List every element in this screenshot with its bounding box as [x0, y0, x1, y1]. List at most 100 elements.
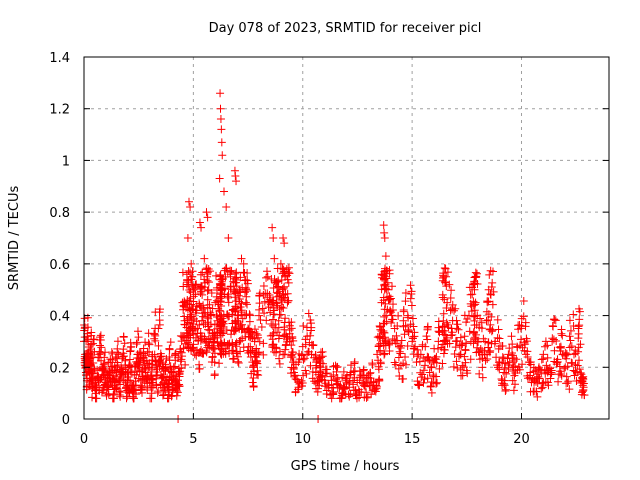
data-point — [442, 336, 451, 345]
data-point — [355, 373, 364, 382]
data-point — [220, 284, 229, 293]
data-point — [96, 336, 105, 345]
data-point — [280, 282, 289, 291]
data-point — [471, 330, 480, 339]
data-point — [195, 360, 204, 369]
data-point — [119, 333, 128, 342]
data-point — [171, 349, 180, 358]
data-point — [574, 329, 583, 338]
data-point — [562, 372, 571, 381]
data-point — [147, 394, 156, 403]
data-point — [380, 328, 389, 337]
data-point — [435, 328, 444, 337]
data-point — [273, 282, 282, 291]
data-point — [494, 325, 503, 334]
data-point — [550, 315, 559, 324]
data-point — [175, 382, 184, 391]
data-point — [203, 286, 212, 295]
data-point — [288, 348, 297, 357]
data-point — [332, 367, 341, 376]
data-point — [567, 358, 576, 367]
data-point — [172, 376, 181, 385]
data-point — [283, 275, 292, 284]
data-point — [269, 310, 278, 319]
data-point — [575, 304, 584, 313]
data-point — [199, 304, 208, 313]
data-point — [407, 287, 416, 296]
x-tick-label: 5 — [189, 432, 197, 447]
data-point — [487, 327, 496, 336]
data-point — [109, 389, 118, 398]
data-point — [386, 308, 395, 317]
data-point — [508, 376, 517, 385]
data-point — [234, 359, 243, 368]
data-point — [476, 314, 485, 323]
data-point — [297, 381, 306, 390]
data-point — [509, 386, 518, 395]
data-point — [168, 368, 177, 377]
data-point — [469, 339, 478, 348]
data-point — [202, 348, 211, 357]
data-point — [574, 343, 583, 352]
data-point — [173, 388, 182, 397]
data-point — [231, 269, 240, 278]
data-point — [206, 267, 215, 276]
data-point — [215, 359, 224, 368]
data-point — [185, 331, 194, 340]
data-point — [258, 304, 267, 313]
data-point — [166, 338, 175, 347]
data-point — [268, 331, 277, 340]
data-point — [125, 361, 134, 370]
data-point — [487, 312, 496, 321]
data-point — [246, 311, 255, 320]
data-point — [249, 382, 258, 391]
data-point — [88, 393, 97, 402]
data-point — [537, 384, 546, 393]
data-point — [216, 89, 225, 98]
data-point — [580, 391, 589, 400]
data-point — [551, 316, 560, 325]
data-point — [391, 360, 400, 369]
data-point — [150, 334, 159, 343]
data-point — [385, 269, 394, 278]
data-point — [453, 320, 462, 329]
data-point — [557, 325, 566, 334]
data-point — [447, 286, 456, 295]
data-point — [318, 371, 327, 380]
data-point — [473, 280, 482, 289]
data-point — [302, 369, 311, 378]
data-point — [423, 322, 432, 331]
data-point — [465, 327, 474, 336]
data-point — [161, 363, 170, 372]
data-point — [432, 379, 441, 388]
data-point — [186, 202, 195, 211]
data-point — [565, 385, 574, 394]
data-point — [197, 223, 206, 232]
data-point — [193, 324, 202, 333]
data-point — [557, 369, 566, 378]
data-point — [125, 355, 134, 364]
data-point — [360, 393, 369, 402]
data-point — [571, 360, 580, 369]
data-point — [427, 388, 436, 397]
data-point — [126, 376, 135, 385]
data-point — [126, 346, 135, 355]
data-point — [236, 303, 245, 312]
data-point — [215, 306, 224, 315]
data-point — [230, 327, 239, 336]
data-point — [376, 358, 385, 367]
data-point — [195, 364, 204, 373]
data-point — [361, 382, 370, 391]
data-point — [469, 312, 478, 321]
data-point — [216, 115, 225, 124]
data-point — [292, 375, 301, 384]
data-point — [97, 343, 106, 352]
data-point — [523, 352, 532, 361]
data-point — [569, 366, 578, 375]
data-point — [359, 365, 368, 374]
data-point — [279, 234, 288, 242]
data-point — [440, 277, 449, 286]
data-point — [262, 316, 271, 325]
data-point — [401, 353, 410, 362]
data-point — [419, 378, 428, 387]
